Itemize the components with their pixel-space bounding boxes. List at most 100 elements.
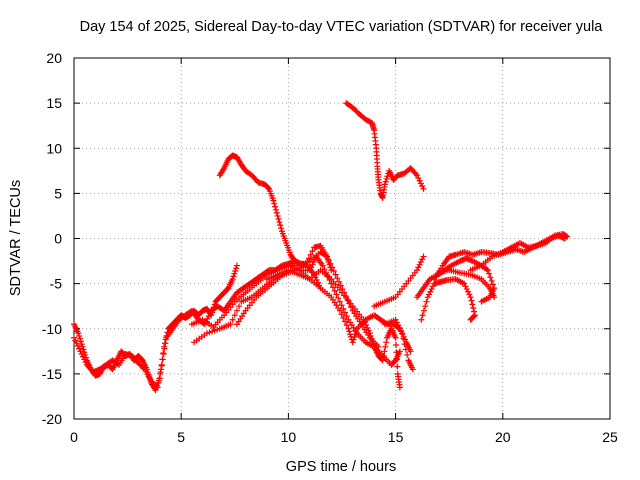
y-tick-label: 10	[46, 140, 62, 156]
data-point	[393, 349, 400, 356]
series-arc-9	[343, 100, 427, 201]
data-point	[162, 340, 169, 347]
data-point	[381, 348, 388, 355]
x-tick-label: 25	[602, 429, 618, 445]
data-point	[369, 338, 376, 345]
axis-tick-labels: 0 5 10 15 20 25 -20 -15 -10 -5 0 5 10 15 20	[42, 50, 618, 445]
data-point	[324, 256, 331, 263]
data-point	[77, 335, 84, 342]
data-point	[417, 258, 424, 265]
data-point	[483, 266, 490, 273]
data-point	[427, 288, 434, 295]
data-point	[363, 322, 370, 329]
data-point	[72, 337, 79, 344]
data-point	[368, 335, 375, 342]
data-point	[419, 183, 426, 190]
data-point	[468, 315, 475, 322]
data-point	[340, 314, 347, 321]
data-point	[392, 316, 399, 323]
data-point	[319, 262, 326, 269]
data-point	[274, 212, 281, 219]
data-point	[467, 294, 474, 301]
y-tick-label: -20	[42, 411, 62, 427]
data-point	[467, 316, 474, 323]
y-axis-label: SDTVAR / TECUs	[8, 180, 24, 296]
data-point	[400, 335, 407, 342]
data-point	[80, 346, 87, 353]
data-point	[393, 319, 400, 326]
data-point	[156, 375, 163, 382]
data-point	[338, 311, 345, 318]
data-point	[78, 341, 85, 348]
series-arc-10	[371, 253, 427, 373]
data-point	[361, 319, 368, 326]
data-point	[233, 307, 240, 314]
data-point	[478, 298, 485, 305]
data-point	[310, 258, 317, 265]
data-point	[332, 271, 339, 278]
data-point	[227, 321, 234, 328]
data-point	[487, 274, 494, 281]
data-point	[340, 305, 347, 312]
data-point	[402, 346, 409, 353]
data-point	[397, 327, 404, 334]
data-point	[366, 330, 373, 337]
data-point	[272, 206, 279, 213]
axis-ticks	[73, 57, 611, 420]
data-point	[399, 330, 406, 337]
data-point	[335, 295, 342, 302]
data-point	[323, 269, 330, 276]
data-point	[161, 345, 168, 352]
data-point	[381, 181, 388, 188]
data-point	[233, 262, 240, 269]
data-point	[78, 351, 85, 358]
data-point	[157, 370, 164, 377]
data-point	[76, 332, 83, 339]
x-axis-label: GPS time / hours	[286, 459, 396, 475]
x-tick-label: 10	[281, 429, 297, 445]
data-point	[77, 338, 84, 345]
data-point	[336, 298, 343, 305]
data-point	[469, 301, 476, 308]
data-point	[428, 286, 435, 293]
data-point	[347, 331, 354, 338]
data-point	[392, 334, 399, 341]
data-point	[420, 253, 427, 260]
data-point	[309, 248, 316, 255]
data-marks	[71, 100, 571, 394]
data-point	[160, 351, 167, 358]
data-point	[307, 251, 314, 258]
grid	[74, 58, 610, 419]
data-point	[158, 361, 165, 368]
data-point	[205, 313, 212, 320]
data-point	[401, 341, 408, 348]
data-point	[278, 225, 285, 232]
data-point	[271, 200, 278, 207]
data-point	[393, 341, 400, 348]
data-point	[80, 353, 87, 360]
data-point	[277, 222, 284, 229]
data-point	[416, 261, 423, 268]
data-point	[378, 356, 385, 363]
data-point	[414, 172, 421, 179]
data-point	[423, 298, 430, 305]
data-point	[426, 291, 433, 298]
data-point	[305, 255, 312, 262]
data-point	[153, 383, 160, 390]
data-point	[316, 282, 323, 289]
data-point	[79, 343, 86, 350]
data-point	[333, 291, 340, 298]
series-arc-15	[435, 267, 498, 301]
data-point	[382, 343, 389, 350]
data-point	[465, 288, 472, 295]
series-arc-7	[263, 267, 403, 391]
data-point	[486, 270, 493, 277]
data-point	[420, 185, 427, 192]
x-tick-label: 20	[495, 429, 511, 445]
data-point	[154, 384, 161, 391]
data-point	[419, 312, 426, 319]
data-point	[233, 265, 240, 272]
data-point	[407, 348, 414, 355]
data-point	[484, 267, 491, 274]
data-point	[77, 348, 84, 355]
